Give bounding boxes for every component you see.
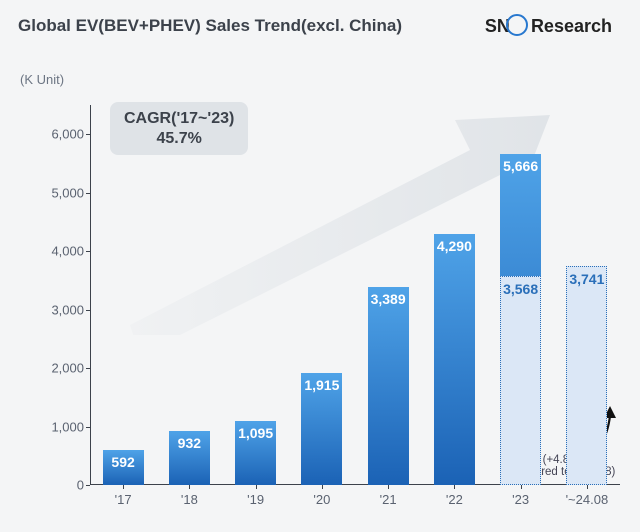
xtick-label: '~24.08 (566, 492, 609, 507)
xtick-mark (123, 485, 124, 489)
y-axis (90, 105, 91, 485)
chart-container: Global EV(BEV+PHEV) Sales Trend(excl. Ch… (10, 10, 630, 522)
xtick-label: '23 (512, 492, 529, 507)
xtick-label: '19 (247, 492, 264, 507)
bar: 4,290 (434, 234, 475, 485)
ytick-mark (86, 310, 90, 311)
xtick-mark (587, 485, 588, 489)
xtick-mark (521, 485, 522, 489)
ytick-mark (86, 251, 90, 252)
bar-value-label: 4,290 (434, 238, 475, 254)
bar: 1,095 (235, 421, 276, 485)
xtick-label: '22 (446, 492, 463, 507)
overlay-bar: 3,568 (500, 276, 541, 485)
xtick-label: '20 (313, 492, 330, 507)
bar-value-label: 3,741 (567, 271, 606, 287)
bar-value-label: 932 (169, 435, 210, 451)
ytick-label: 2,000 (40, 361, 84, 376)
ytick-mark (86, 485, 90, 486)
dashed-bar: 3,741 (566, 266, 607, 485)
ytick-mark (86, 193, 90, 194)
ytick-mark (86, 427, 90, 428)
bar-value-label: 1,915 (301, 377, 342, 393)
bar-value-label: 592 (103, 454, 144, 470)
trend-arrow-icon (100, 75, 550, 335)
bar-value-label: 5,666 (500, 158, 541, 174)
xtick-mark (189, 485, 190, 489)
ytick-label: 6,000 (40, 127, 84, 142)
overlay-value-label: 3,568 (501, 281, 540, 297)
xtick-mark (322, 485, 323, 489)
xtick-label: '21 (380, 492, 397, 507)
bar: 1,915 (301, 373, 342, 485)
ytick-label: 5,000 (40, 185, 84, 200)
plot-area: (+4.8% compared to ~'23.08) 01,0002,0003… (90, 105, 620, 485)
logo-ring-icon (506, 14, 528, 36)
logo: SN Research (485, 14, 612, 37)
ytick-mark (86, 134, 90, 135)
xtick-mark (454, 485, 455, 489)
ytick-mark (86, 368, 90, 369)
xtick-label: '18 (181, 492, 198, 507)
bar: 932 (169, 431, 210, 485)
ytick-label: 1,000 (40, 419, 84, 434)
ytick-label: 0 (40, 478, 84, 493)
chart-title: Global EV(BEV+PHEV) Sales Trend(excl. Ch… (18, 16, 402, 36)
xtick-label: '17 (115, 492, 132, 507)
ytick-label: 4,000 (40, 244, 84, 259)
bar: 592 (103, 450, 144, 485)
xtick-mark (388, 485, 389, 489)
bar: 3,389 (368, 287, 409, 485)
ytick-label: 3,000 (40, 302, 84, 317)
y-axis-unit-label: (K Unit) (20, 72, 64, 87)
bar-value-label: 3,389 (368, 291, 409, 307)
logo-text-post: Research (531, 16, 612, 36)
bar-value-label: 1,095 (235, 425, 276, 441)
xtick-mark (256, 485, 257, 489)
